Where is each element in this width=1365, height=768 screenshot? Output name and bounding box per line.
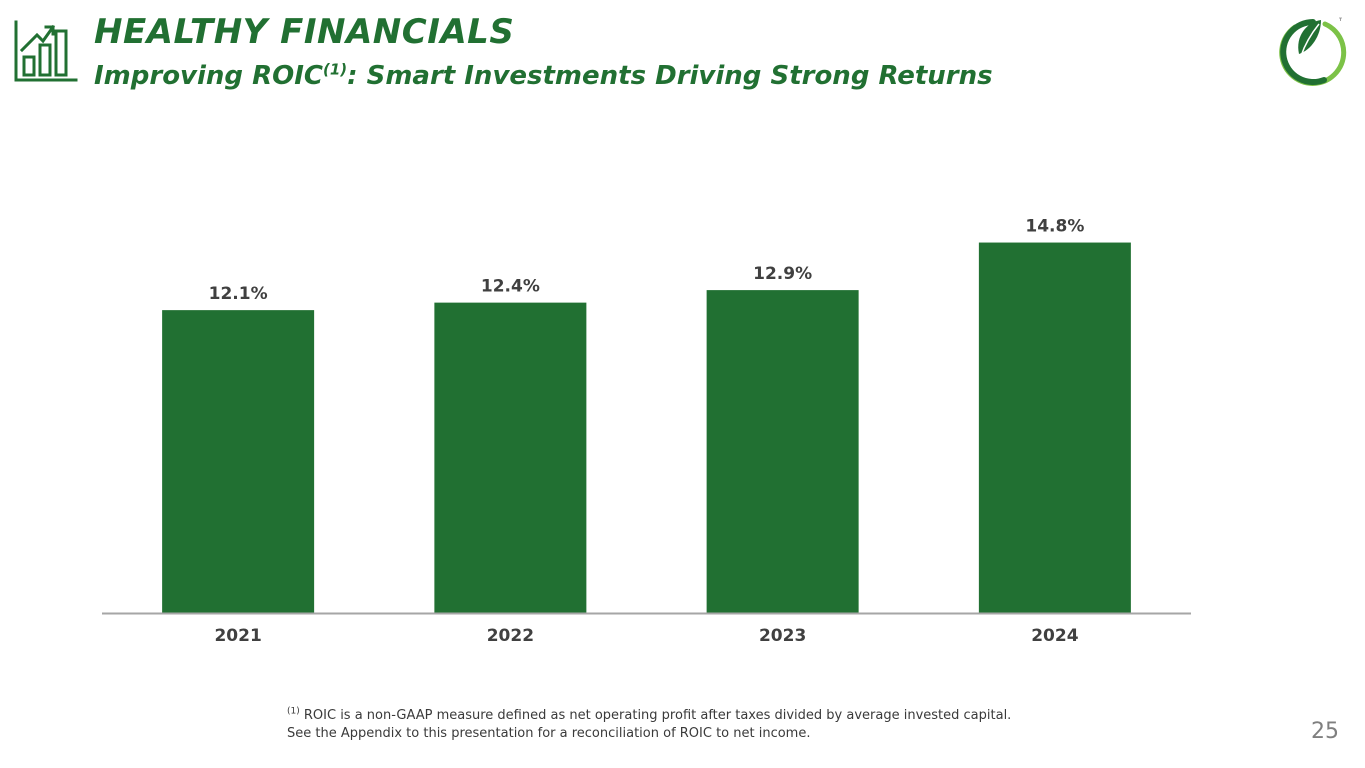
page-number: 25 [1311, 719, 1339, 744]
subtitle-superscript: (1) [322, 60, 348, 79]
footnote-marker: (1) [287, 706, 300, 717]
page-title: HEALTHY FINANCIALS [94, 12, 515, 52]
subtitle-prefix: Improving ROIC [94, 61, 323, 91]
x-tick-label-2024: 2024 [1031, 626, 1078, 646]
bar-chart-growth-icon [14, 20, 78, 82]
bar-2022 [434, 302, 587, 613]
data-label-2022: 12.4% [481, 277, 540, 297]
leaf-logo-icon [1279, 17, 1347, 86]
bar-2023 [706, 290, 859, 613]
subtitle-suffix: : Smart Investments Driving Strong Retur… [347, 61, 993, 91]
bar-2021 [162, 310, 315, 613]
footnote-line-2: See the Appendix to this presentation fo… [287, 726, 811, 741]
page-subtitle: Improving ROIC(1): Smart Investments Dri… [94, 61, 993, 91]
footnote-line-1: ROIC is a non-GAAP measure defined as ne… [299, 708, 1012, 723]
data-label-2023: 12.9% [753, 264, 812, 284]
data-label-2021: 12.1% [209, 284, 268, 304]
x-tick-label-2022: 2022 [487, 626, 534, 646]
footnote: (1) ROIC is a non-GAAP measure defined a… [287, 707, 1011, 743]
bar-2024 [978, 242, 1131, 613]
data-label-2024: 14.8% [1025, 217, 1084, 237]
x-tick-label-2021: 2021 [214, 626, 261, 646]
x-tick-label-2023: 2023 [759, 626, 806, 646]
